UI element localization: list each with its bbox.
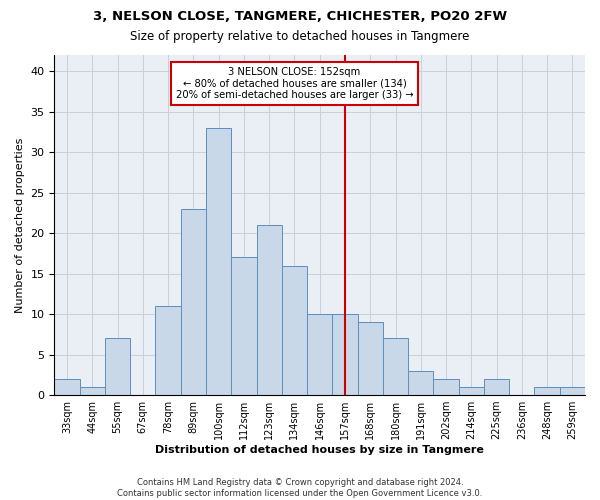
- Text: Size of property relative to detached houses in Tangmere: Size of property relative to detached ho…: [130, 30, 470, 43]
- X-axis label: Distribution of detached houses by size in Tangmere: Distribution of detached houses by size …: [155, 445, 484, 455]
- Bar: [408, 371, 433, 395]
- Text: Contains HM Land Registry data © Crown copyright and database right 2024.
Contai: Contains HM Land Registry data © Crown c…: [118, 478, 482, 498]
- Text: 3, NELSON CLOSE, TANGMERE, CHICHESTER, PO20 2FW: 3, NELSON CLOSE, TANGMERE, CHICHESTER, P…: [93, 10, 507, 23]
- Bar: [358, 322, 383, 395]
- Bar: [383, 338, 408, 395]
- Bar: [458, 387, 484, 395]
- Bar: [560, 387, 585, 395]
- Y-axis label: Number of detached properties: Number of detached properties: [15, 138, 25, 312]
- Bar: [535, 387, 560, 395]
- Bar: [155, 306, 181, 395]
- Bar: [433, 379, 458, 395]
- Bar: [105, 338, 130, 395]
- Bar: [181, 209, 206, 395]
- Bar: [231, 258, 257, 395]
- Bar: [206, 128, 231, 395]
- Bar: [332, 314, 358, 395]
- Bar: [55, 379, 80, 395]
- Bar: [80, 387, 105, 395]
- Bar: [282, 266, 307, 395]
- Bar: [257, 225, 282, 395]
- Bar: [307, 314, 332, 395]
- Bar: [484, 379, 509, 395]
- Text: 3 NELSON CLOSE: 152sqm
← 80% of detached houses are smaller (134)
20% of semi-de: 3 NELSON CLOSE: 152sqm ← 80% of detached…: [176, 67, 413, 100]
